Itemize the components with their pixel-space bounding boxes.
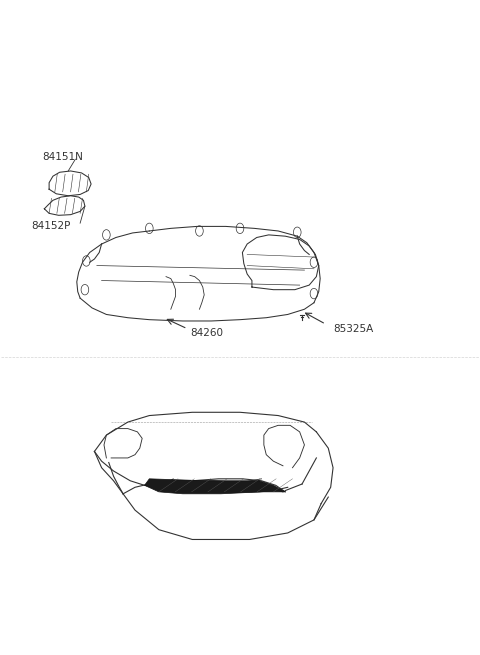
Text: 85325A: 85325A	[333, 324, 373, 334]
Polygon shape	[144, 479, 285, 494]
Text: 84152P: 84152P	[31, 221, 71, 231]
Text: 84260: 84260	[190, 328, 223, 338]
Text: 84151N: 84151N	[42, 151, 83, 162]
